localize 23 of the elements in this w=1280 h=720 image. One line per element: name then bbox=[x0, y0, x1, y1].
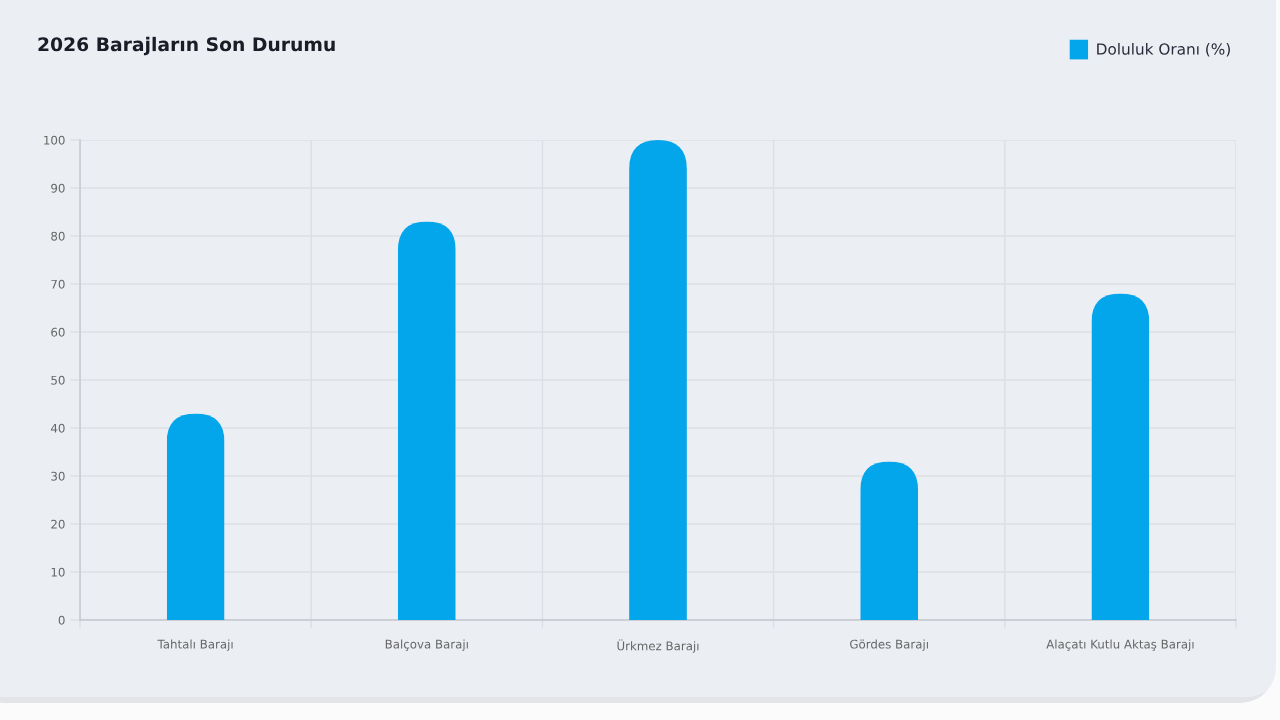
chart-title: 2026 Barajların Son Durumu bbox=[38, 36, 335, 56]
y-tick-label: 40 bbox=[50, 423, 65, 433]
bar bbox=[1091, 293, 1150, 620]
bar bbox=[629, 140, 687, 620]
y-tick-label: 90 bbox=[51, 183, 65, 193]
y-tick-label: 20 bbox=[51, 519, 65, 529]
bar bbox=[166, 413, 225, 620]
y-tick-label: 0 bbox=[58, 615, 65, 625]
x-tick-label: Balçova Barajı bbox=[385, 639, 468, 651]
bar bbox=[397, 221, 456, 620]
x-tick-label: Alaçatı Kutlu Aktaş Barajı bbox=[1046, 639, 1194, 651]
x-tick-label: Tahtalı Barajı bbox=[157, 639, 233, 651]
x-tick-label: Ürkmez Barajı bbox=[617, 639, 699, 653]
y-tick-label: 80 bbox=[51, 231, 65, 241]
y-tick-label: 60 bbox=[51, 327, 65, 337]
bar bbox=[860, 461, 919, 620]
legend-label: Doluluk Oranı (%) bbox=[1097, 42, 1230, 57]
y-tick-label: 10 bbox=[51, 567, 65, 577]
y-tick-label: 30 bbox=[51, 471, 65, 481]
x-tick-label: Gördes Barajı bbox=[850, 639, 928, 651]
y-tick-label: 50 bbox=[51, 375, 65, 385]
y-tick-label: 100 bbox=[44, 135, 65, 145]
y-tick-label: 70 bbox=[51, 279, 65, 289]
